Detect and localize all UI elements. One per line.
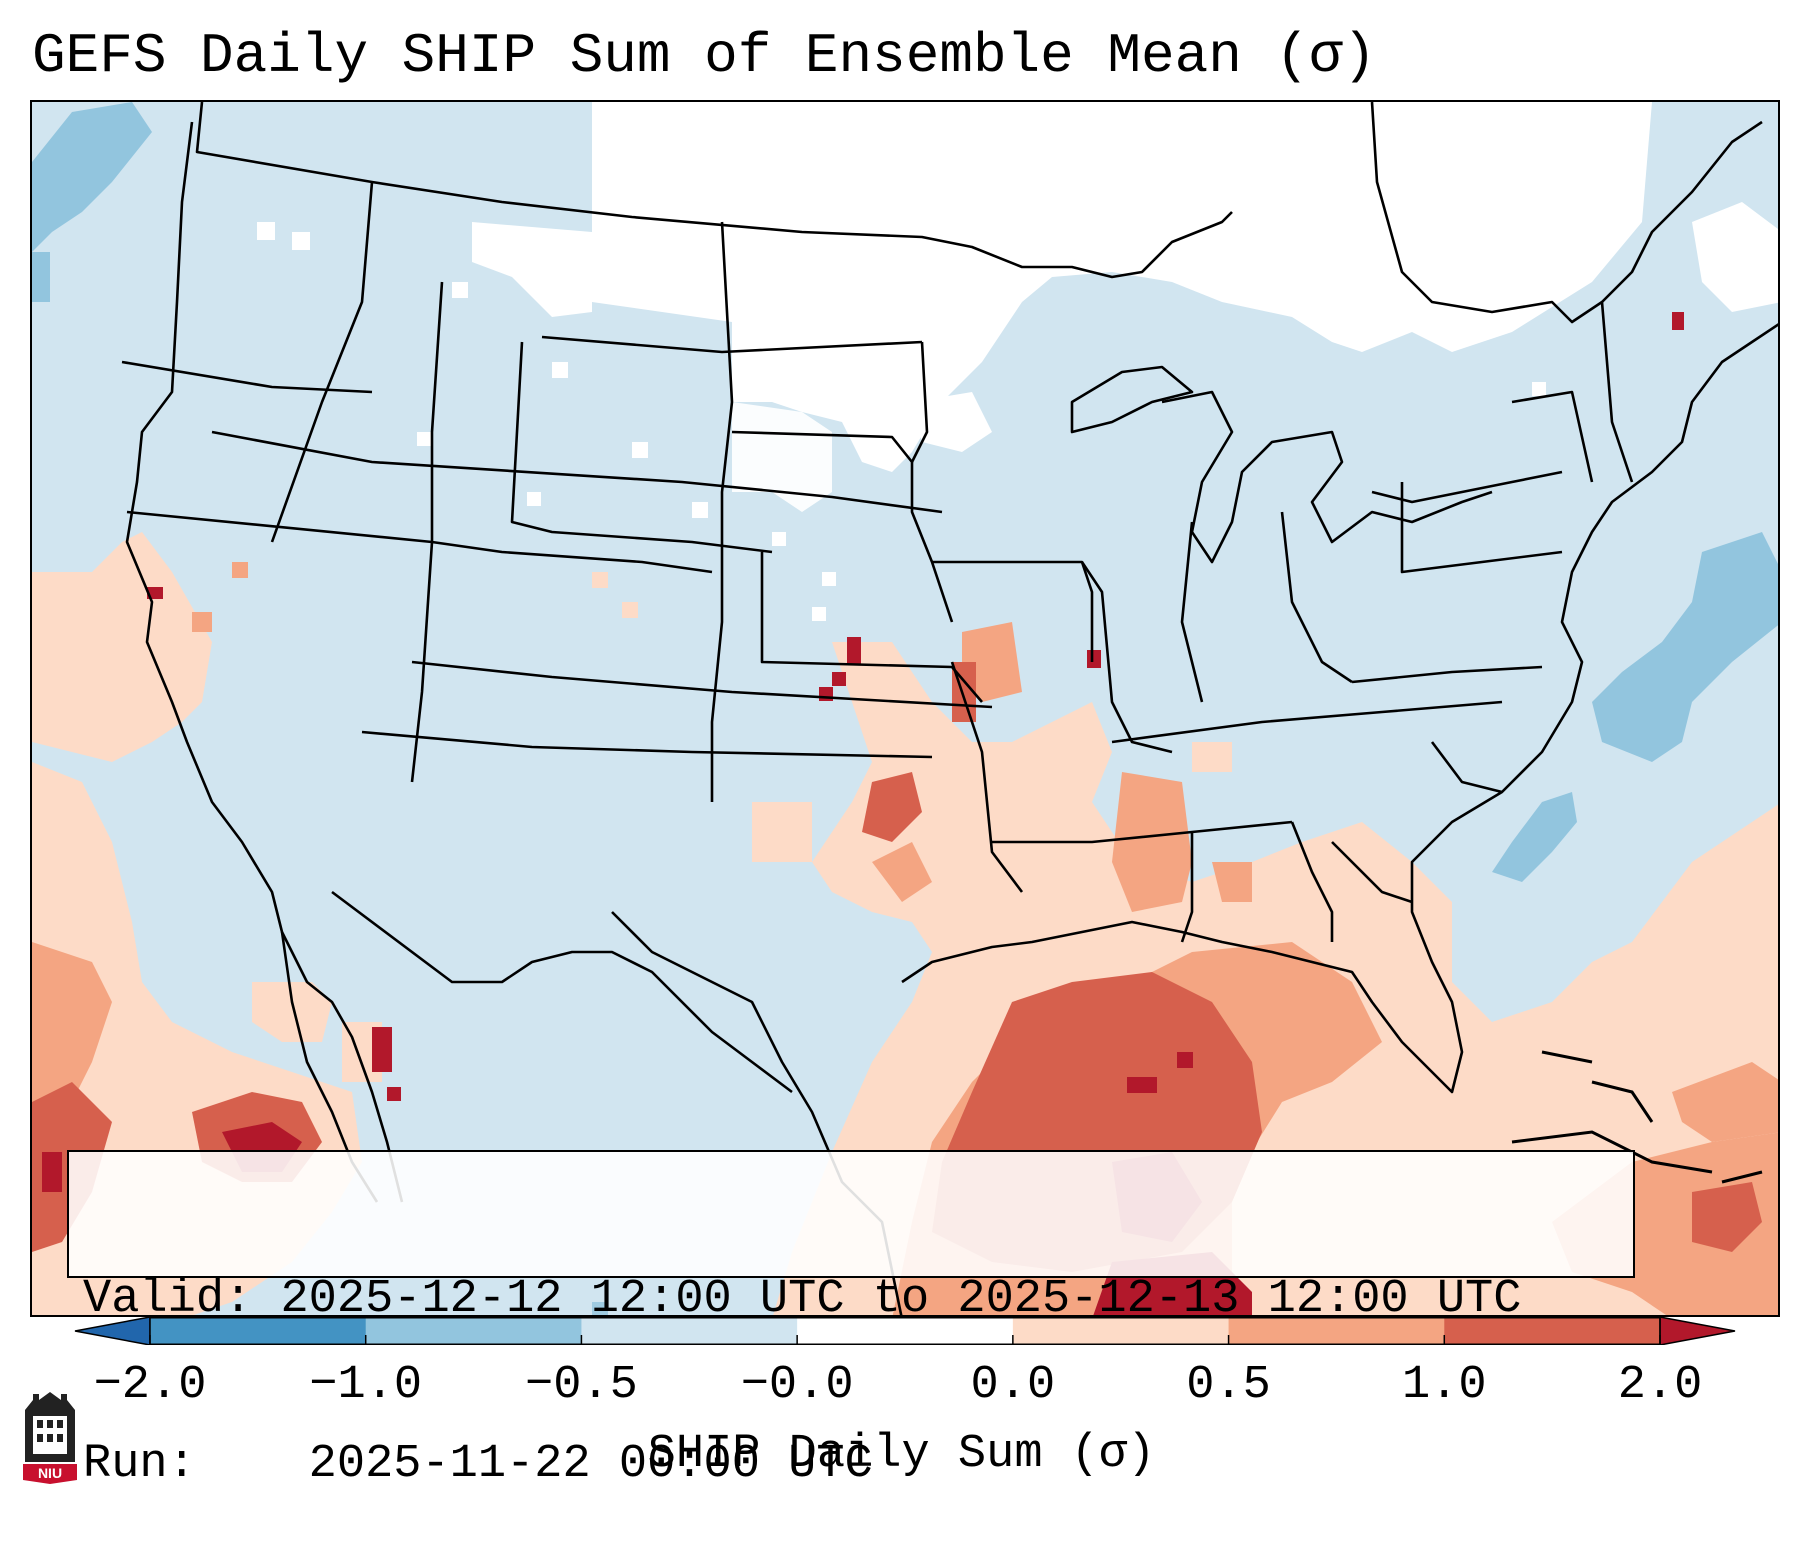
state-line-25 <box>1351 665 1543 684</box>
state-line-9 <box>760 552 983 703</box>
great-lakes <box>1161 390 1493 564</box>
pacific-coast <box>125 121 404 1203</box>
logo-text: NIU <box>38 1465 62 1481</box>
colorbar-outline <box>149 1317 1661 1345</box>
colorbar-bin <box>150 1317 367 1345</box>
state-line-14 <box>932 560 1094 662</box>
colorbar-extend-low <box>74 1317 151 1345</box>
colorbar-label: SHIP Daily Sum (σ) <box>647 1428 1156 1481</box>
colorbar-tick-label: 0.0 <box>970 1359 1056 1412</box>
colorbar-bin <box>365 1317 582 1345</box>
colorbar-tick-label: −1.0 <box>309 1359 423 1412</box>
state-line-22 <box>1280 511 1353 684</box>
state-line-13 <box>910 341 929 463</box>
state-line-21 <box>1180 521 1204 703</box>
colorbar-tick-label: −0.0 <box>740 1359 854 1412</box>
state-line-4 <box>270 181 374 543</box>
niu-logo-icon: NIU <box>23 1392 77 1484</box>
state-line-19 <box>1180 832 1194 943</box>
canada-us-east-border <box>1370 102 1763 324</box>
texas-gulf-coast <box>901 323 1778 1094</box>
state-line-7 <box>541 335 923 354</box>
state-line-27 <box>1600 301 1634 483</box>
colorbar <box>74 1317 1736 1345</box>
map-title: GEFS Daily SHIP Sum of Ensemble Mean (σ) <box>32 24 1377 88</box>
state-line-18 <box>1111 700 1503 744</box>
colorbar-bin <box>1444 1317 1661 1345</box>
colorbar-bin <box>797 1317 1014 1345</box>
run-label: Run: <box>83 1438 196 1491</box>
caribbean-islands <box>1511 1050 1763 1184</box>
state-line-8 <box>510 341 773 554</box>
state-line-3 <box>211 430 943 514</box>
colorbar-tick-label: −2.0 <box>93 1359 207 1412</box>
state-line-28 <box>1331 841 1413 904</box>
colorbar-tick-label: 1.0 <box>1401 1359 1487 1412</box>
faint-negative-region <box>592 1302 608 1315</box>
run-row: Run: 2025-11-22 00:00 UTC <box>83 1437 1633 1492</box>
negative-region-pacific <box>32 102 152 302</box>
state-line-16 <box>992 820 1293 844</box>
state-line-29 <box>1430 741 1503 794</box>
us-canada-border <box>195 102 1233 279</box>
state-line-5 <box>410 281 444 783</box>
state-line-11 <box>361 730 933 759</box>
colorbar-tick-label: 2.0 <box>1617 1359 1703 1412</box>
colorbar-tick-label: −0.5 <box>525 1359 638 1412</box>
state-line-20 <box>1290 821 1334 942</box>
state-and-country-borders <box>121 102 1778 1315</box>
state-line-15 <box>950 661 1024 893</box>
colorbar-extend-high <box>1659 1317 1736 1345</box>
colorbar-bin <box>1228 1317 1445 1345</box>
neutral-region <box>257 102 1778 621</box>
state-line-17 <box>1080 561 1173 754</box>
run-time: 2025-11-22 00:00 UTC <box>308 1438 873 1491</box>
colorbar-bin <box>1012 1317 1230 1345</box>
run-info-box: Valid: 2025-12-12 12:00 UTC to 2025-12-1… <box>67 1150 1635 1491</box>
colorbar-tick-label: 0.5 <box>1186 1359 1271 1412</box>
state-line-10 <box>411 660 993 709</box>
state-line-12 <box>731 430 954 623</box>
mexico-border <box>331 890 793 1094</box>
state-line-23 <box>1371 470 1563 504</box>
state-line-2 <box>126 510 713 574</box>
state-line-1 <box>121 360 373 394</box>
lake-superior <box>1070 365 1194 434</box>
state-line-24 <box>1400 482 1563 574</box>
map-panel <box>30 100 1780 1317</box>
colorbar-bin <box>581 1317 798 1345</box>
state-line-26 <box>1511 390 1594 483</box>
state-line-6 <box>710 221 734 802</box>
